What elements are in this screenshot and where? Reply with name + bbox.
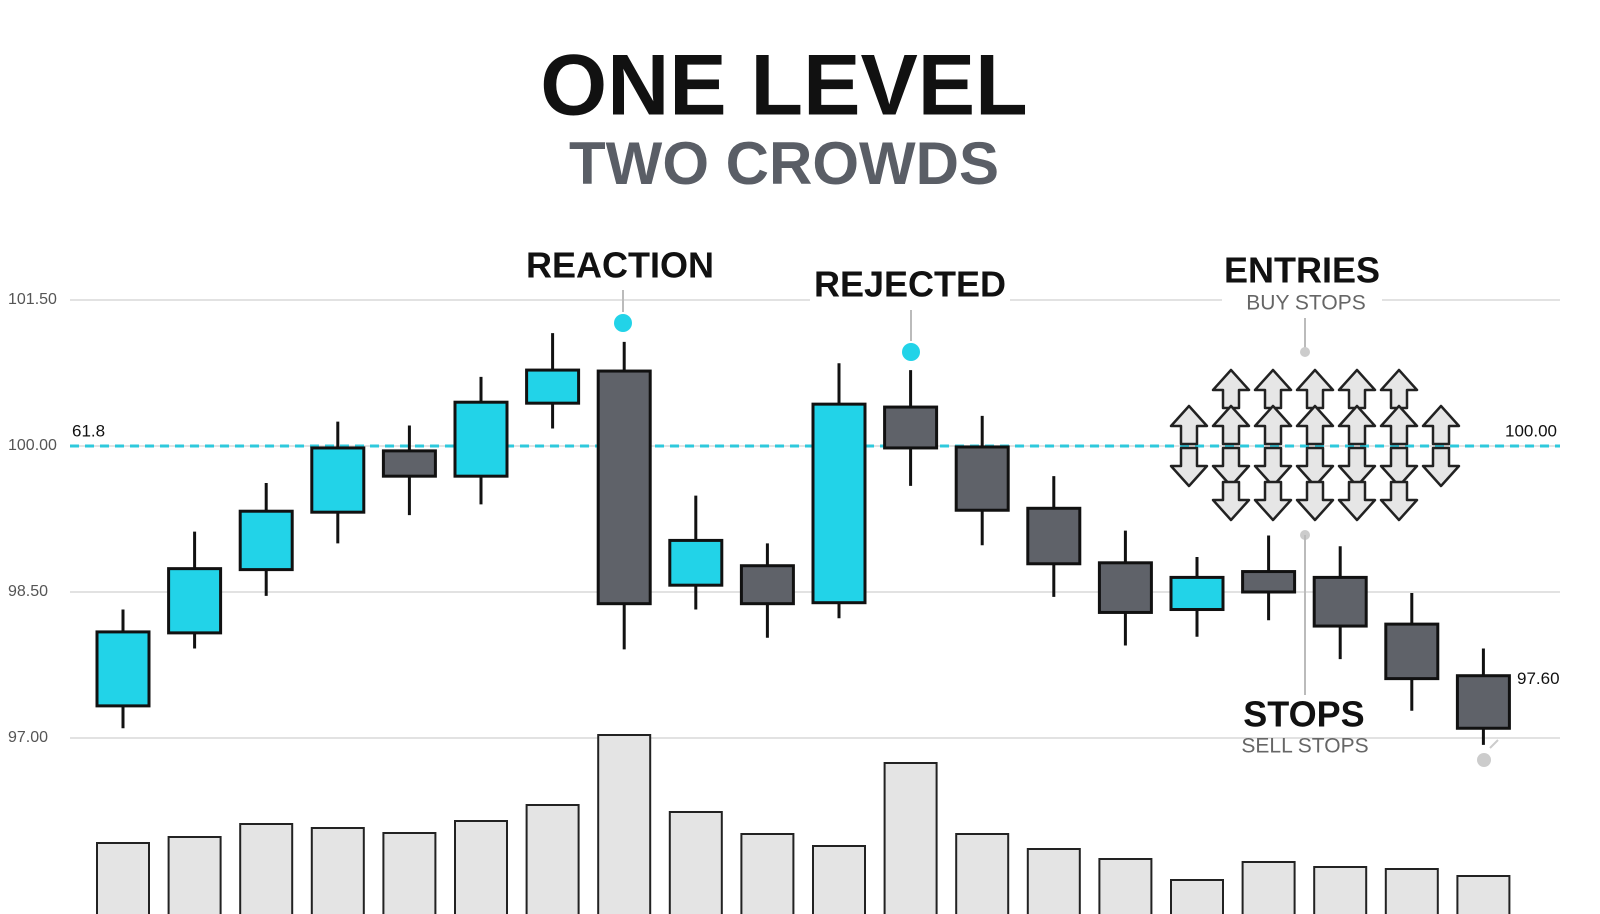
connector xyxy=(1489,739,1499,749)
arrow-cluster xyxy=(1169,368,1461,522)
down-arrow xyxy=(1379,480,1419,522)
volume-layer xyxy=(96,734,1511,914)
candle-body xyxy=(739,564,795,606)
candle-body xyxy=(668,538,724,587)
annotation: STOPS xyxy=(1243,694,1364,735)
up-arrow xyxy=(1337,404,1377,446)
down-arrow xyxy=(1253,480,1293,522)
annotation-layer: REACTION REJECTED ENTRIES BUY STOPS STOP… xyxy=(72,245,1499,767)
up-arrow xyxy=(1295,368,1335,410)
volume-bar xyxy=(310,827,365,914)
last-price-label: 97.60 xyxy=(1517,669,1560,688)
candle-body xyxy=(811,402,867,605)
volume-bar xyxy=(96,842,150,914)
volume-bar xyxy=(812,845,866,914)
down-arrow xyxy=(1295,446,1335,488)
marker-dot xyxy=(902,343,920,361)
volume-bar xyxy=(1384,868,1439,914)
candle-body xyxy=(1241,570,1297,594)
up-arrow xyxy=(1211,404,1251,446)
marker-dot xyxy=(614,314,632,332)
candle-body xyxy=(95,630,151,708)
volume-bar xyxy=(167,836,222,914)
marker-dot xyxy=(1300,347,1310,357)
y-tick-label: 98.50 xyxy=(8,583,48,600)
level-label: 100.00 xyxy=(1505,421,1557,440)
volume-bar xyxy=(382,832,437,914)
volume-bar xyxy=(1313,866,1368,914)
up-arrow xyxy=(1253,404,1293,446)
chart-subtitle: TWO CROWDS xyxy=(569,130,999,197)
annotation: REJECTED xyxy=(814,264,1006,305)
candle-body xyxy=(167,567,223,635)
marker-dot xyxy=(1477,753,1491,767)
candle-body xyxy=(1384,622,1440,681)
volume-bar xyxy=(597,734,652,914)
candle-body xyxy=(381,449,437,478)
label-background xyxy=(1222,288,1382,314)
up-arrow xyxy=(1379,368,1419,410)
y-tick-label: 97.00 xyxy=(8,729,48,746)
up-arrow xyxy=(1337,368,1377,410)
candle-body xyxy=(238,509,294,572)
volume-bar xyxy=(1241,861,1296,914)
down-arrow xyxy=(1421,446,1461,488)
down-arrow xyxy=(1169,446,1209,488)
volume-bar xyxy=(1456,875,1511,914)
up-arrow xyxy=(1295,404,1335,446)
volume-bar xyxy=(883,762,938,914)
volume-bar xyxy=(525,804,580,914)
y-tick-label: 101.50 xyxy=(8,291,57,308)
candle-body xyxy=(1097,561,1153,614)
candle-body xyxy=(596,369,652,606)
up-arrow xyxy=(1421,404,1461,446)
candle-body xyxy=(883,405,939,450)
candle-layer xyxy=(95,333,1511,745)
down-arrow xyxy=(1337,446,1377,488)
candle-body xyxy=(1169,575,1225,612)
volume-bar xyxy=(1026,848,1081,914)
candle-body xyxy=(1312,575,1368,628)
down-arrow xyxy=(1211,446,1251,488)
candle-body xyxy=(1026,506,1082,566)
down-arrow xyxy=(1337,480,1377,522)
candle-body xyxy=(453,400,509,478)
volume-bar xyxy=(454,820,508,914)
up-arrow xyxy=(1211,368,1251,410)
up-arrow xyxy=(1379,404,1419,446)
candle-body xyxy=(310,446,366,514)
up-arrow xyxy=(1253,368,1293,410)
chart-title: ONE LEVEL xyxy=(540,38,1027,134)
down-arrow xyxy=(1295,480,1335,522)
annotation: REACTION xyxy=(526,245,714,286)
annotation-sub: SELL STOPS xyxy=(1241,735,1368,758)
down-arrow xyxy=(1379,446,1419,488)
volume-bar xyxy=(668,811,723,914)
fib-label: 61.8 xyxy=(72,421,105,440)
candle-body xyxy=(525,368,581,405)
down-arrow xyxy=(1253,446,1293,488)
candle-body xyxy=(1455,674,1511,730)
volume-bar xyxy=(1098,858,1153,914)
down-arrow xyxy=(1211,480,1251,522)
annotation: ENTRIES xyxy=(1224,250,1380,291)
volume-bar xyxy=(239,823,294,914)
volume-bar xyxy=(955,833,1010,914)
volume-bar xyxy=(740,833,795,914)
annotation-sub: BUY STOPS xyxy=(1246,292,1365,315)
candle-body xyxy=(954,445,1010,512)
volume-bar xyxy=(1170,879,1224,914)
up-arrow xyxy=(1169,404,1209,446)
y-tick-label: 100.00 xyxy=(8,437,57,454)
